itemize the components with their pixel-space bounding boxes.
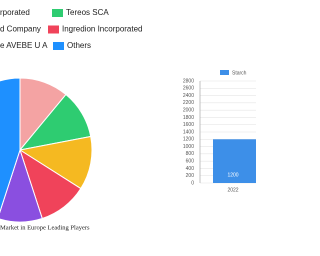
y-tick-label: 400 <box>186 166 195 172</box>
pie-slice <box>0 77 21 214</box>
x-tick-label: 2022 <box>227 187 238 193</box>
y-tick-label: 200 <box>186 173 195 179</box>
y-tick-label: 2000 <box>183 107 194 113</box>
legend-swatch <box>220 70 229 75</box>
y-tick-label: 1400 <box>183 129 194 135</box>
legend-swatch <box>52 9 63 17</box>
y-tick-label: 2600 <box>183 86 194 92</box>
bar-value-label: 1200 <box>227 172 238 178</box>
legend-label: rporated <box>0 8 30 17</box>
y-tick-label: 1200 <box>183 137 194 143</box>
pie-title: Market in Europe Leading Players <box>0 224 90 231</box>
y-tick-label: 800 <box>186 151 195 157</box>
bar <box>213 139 256 183</box>
y-tick-label: 1600 <box>183 122 194 128</box>
y-tick-label: 0 <box>191 180 194 186</box>
y-tick-label: 600 <box>186 158 195 164</box>
y-tick-label: 1800 <box>183 115 194 121</box>
chart: Market in Europe Leading Players rporate… <box>0 8 256 231</box>
legend-swatch <box>48 25 59 34</box>
legend-swatch <box>53 42 64 50</box>
legend-label: Ingredion Incorporated <box>62 25 143 34</box>
pie-slice <box>0 148 43 223</box>
legend-label: Tereos SCA <box>66 8 109 17</box>
y-tick-label: 2800 <box>183 78 194 84</box>
legend-label: d Company <box>0 25 41 34</box>
legend-label: Starch <box>232 70 247 76</box>
legend-label: e AVEBE U A <box>0 41 48 50</box>
legend-label: Others <box>67 41 91 50</box>
y-tick-label: 2200 <box>183 100 194 106</box>
y-tick-label: 2400 <box>183 93 194 99</box>
y-tick-label: 1000 <box>183 144 194 150</box>
